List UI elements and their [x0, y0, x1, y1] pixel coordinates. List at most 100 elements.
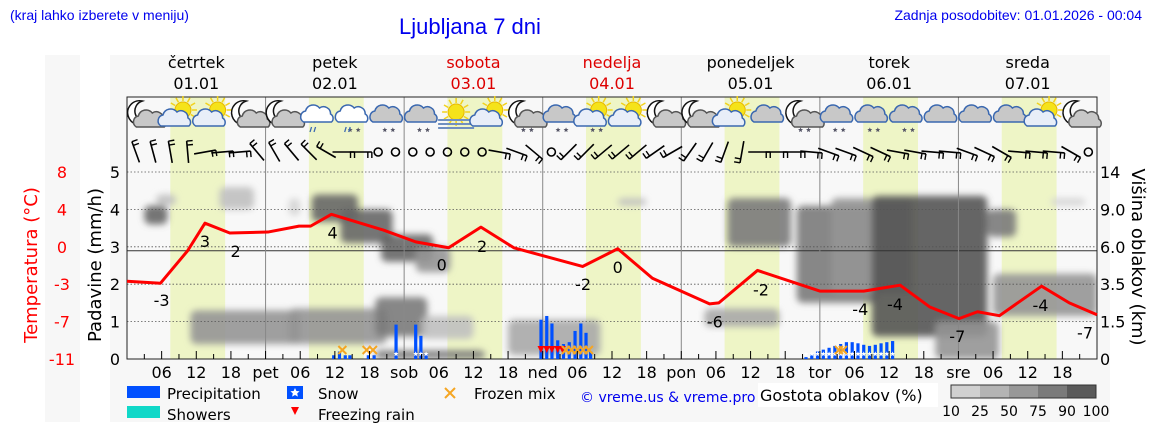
x-tick-label: 12 — [602, 363, 622, 382]
day-name: sobota — [446, 53, 500, 72]
barb-feather — [942, 152, 945, 159]
snow-bar — [891, 341, 895, 359]
barb-feather — [991, 156, 996, 163]
wind-barb-icon — [249, 139, 265, 161]
frozen-mix-marker — [584, 345, 594, 355]
cloud-area — [617, 198, 647, 206]
barb-feather — [300, 139, 306, 145]
barb-feather — [573, 155, 579, 161]
wind-calm-icon — [390, 147, 401, 157]
barb-staff — [1061, 145, 1081, 159]
sun-ray — [482, 102, 488, 107]
wind-barb-icon — [659, 145, 683, 159]
freezing-rain-marker — [548, 346, 556, 353]
barb-feather — [1046, 152, 1049, 159]
temperature-label: -4 — [887, 295, 903, 314]
snow-star-icon — [826, 351, 832, 357]
snowflake — [424, 127, 430, 133]
cloud-shape — [334, 104, 369, 123]
cloud-shape — [299, 104, 334, 123]
x-tick-label: pet — [252, 363, 278, 382]
temperature-label: -2 — [575, 275, 591, 294]
wind-barb-icon — [817, 147, 840, 162]
day-date: 03.01 — [451, 74, 497, 93]
credit-link[interactable]: © vreme.us & vreme.pro — [580, 390, 755, 406]
snow-star-icon — [418, 351, 424, 357]
page-title: Ljubljana 7 dni — [399, 14, 541, 39]
sun-ray — [225, 113, 231, 118]
wind-barbs — [131, 138, 1094, 165]
x-tick-label: 18 — [636, 363, 656, 382]
precipitation-bar — [579, 323, 583, 359]
day-name: četrtek — [168, 53, 226, 72]
barb-feather — [974, 155, 979, 162]
sun-cloud-snow-icon — [573, 96, 613, 133]
precipitation-bar — [366, 355, 370, 359]
cloud-height-tick-label: 1.5 — [1100, 313, 1125, 332]
barb-staff — [682, 142, 697, 162]
cloud-shape — [992, 104, 1027, 123]
cloud-shape — [542, 104, 577, 123]
sun-cloud-icon — [607, 96, 648, 127]
snowflake — [901, 127, 907, 133]
freezing-rain-triangle-icon — [291, 407, 299, 415]
cloud-shape — [888, 104, 923, 123]
snow-bar — [394, 324, 398, 359]
barb-staff — [852, 146, 874, 158]
barb-feather — [211, 150, 214, 157]
snowflake — [590, 127, 596, 133]
barb-feather — [1007, 157, 1012, 164]
wind-barb-icon — [349, 151, 373, 158]
x-tick-label: 12 — [740, 363, 760, 382]
cloud-shape — [192, 108, 226, 127]
cloud-icon — [992, 104, 1027, 123]
cloud-height-tick-label: 6.0 — [1100, 238, 1125, 257]
last-update: Zadnja posodobitev: 01.01.2026 - 00:04 — [894, 7, 1142, 23]
daylight-band — [447, 97, 503, 359]
temperature-label: -4 — [852, 300, 868, 319]
wind-barb-icon — [525, 144, 544, 165]
temp-tick-label: 0 — [57, 238, 67, 257]
cloud-area — [155, 194, 177, 206]
barb-feather — [249, 150, 252, 158]
colorbar-tick-label: 100 — [1083, 404, 1110, 420]
snow-star-icon — [290, 388, 300, 397]
barb-feather — [820, 152, 823, 159]
temp-axis-panel — [45, 55, 80, 422]
barb-feather — [1059, 152, 1062, 159]
snowflake — [390, 127, 396, 133]
precipitation-bar — [589, 351, 593, 359]
barb-feather — [245, 151, 248, 158]
colorbar-tick-label: 50 — [1000, 404, 1018, 420]
x-tick-label: 18 — [359, 363, 379, 382]
cloud-area — [219, 186, 255, 210]
cloud-rain-icon — [299, 104, 334, 133]
colorbar-tick-label: 90 — [1058, 404, 1076, 420]
x-tick-label: 06 — [844, 363, 864, 382]
legend-showers-label: Showers — [167, 406, 231, 424]
wind-barb-icon — [714, 141, 730, 163]
menu-hint[interactable]: (kraj lahko izberete v meniju) — [10, 7, 189, 23]
sun-ray — [175, 97, 180, 103]
cloud-snow-icon — [542, 104, 577, 133]
barb-feather — [733, 161, 741, 164]
sun-ray — [463, 104, 469, 109]
sun-ray — [186, 97, 191, 103]
snowflake — [832, 127, 838, 133]
wind-barb-icon — [921, 150, 945, 159]
day-name: petek — [312, 53, 358, 72]
cloud-area — [993, 273, 1097, 316]
wind-calm-icon — [373, 147, 383, 157]
barb-feather — [284, 139, 290, 145]
legend-precipitation-label: Precipitation — [167, 385, 261, 403]
sun-ray — [1041, 97, 1046, 103]
x-tick-label: 18 — [1052, 363, 1072, 382]
legend-frozen-mix-label: Frozen mix — [474, 385, 556, 403]
temperature-label: -7 — [1077, 324, 1093, 343]
cloud-area — [190, 310, 301, 345]
barb-feather — [816, 152, 819, 159]
snowflake — [909, 127, 915, 133]
snowflake — [563, 127, 569, 133]
snow-bar — [414, 324, 418, 359]
